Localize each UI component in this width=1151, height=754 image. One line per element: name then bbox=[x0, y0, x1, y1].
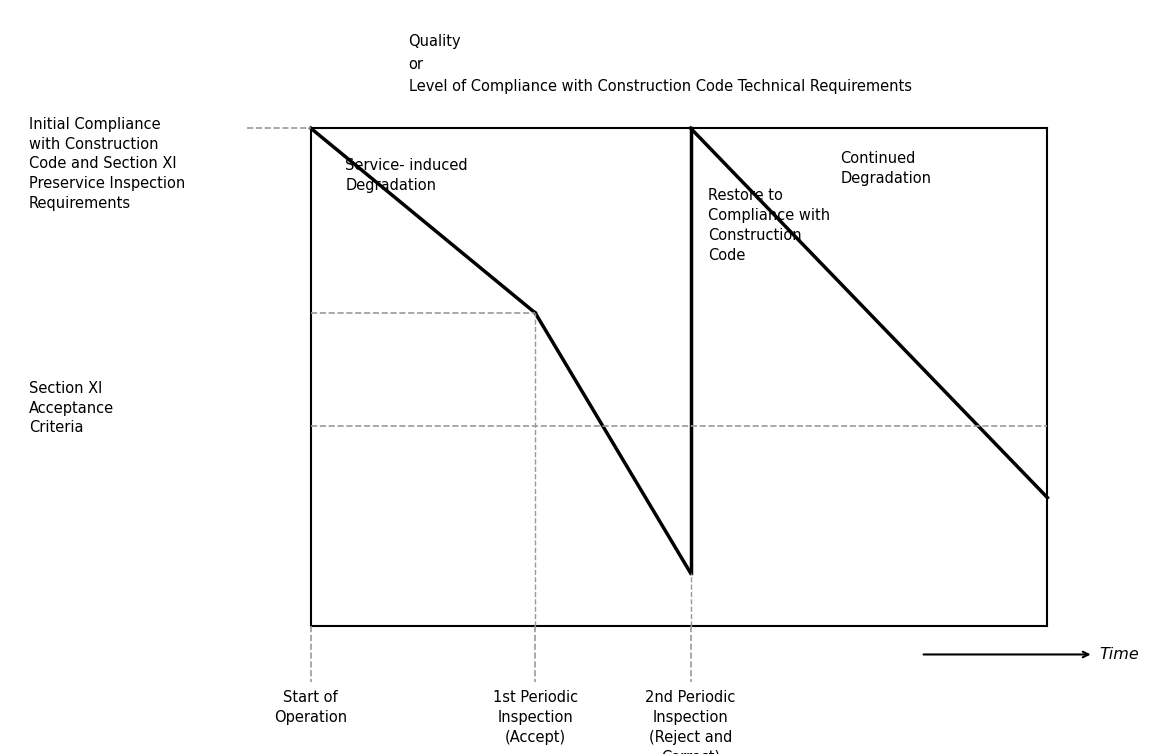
Text: or: or bbox=[409, 57, 424, 72]
Text: Time: Time bbox=[1099, 647, 1139, 662]
Text: 1st Periodic
Inspection
(Accept): 1st Periodic Inspection (Accept) bbox=[493, 690, 578, 744]
Text: Initial Compliance
with Construction
Code and Section XI
Preservice Inspection
R: Initial Compliance with Construction Cod… bbox=[29, 117, 185, 211]
Text: Continued
Degradation: Continued Degradation bbox=[840, 151, 931, 185]
Text: Restore to
Compliance with
Construction
Code: Restore to Compliance with Construction … bbox=[708, 188, 830, 263]
Text: Service- induced
Degradation: Service- induced Degradation bbox=[345, 158, 468, 193]
Text: Start of
Operation: Start of Operation bbox=[274, 690, 348, 725]
Text: 2nd Periodic
Inspection
(Reject and
Correct): 2nd Periodic Inspection (Reject and Corr… bbox=[646, 690, 735, 754]
Text: Level of Compliance with Construction Code Technical Requirements: Level of Compliance with Construction Co… bbox=[409, 79, 912, 94]
Text: Quality: Quality bbox=[409, 34, 462, 49]
Text: Section XI
Acceptance
Criteria: Section XI Acceptance Criteria bbox=[29, 381, 114, 435]
